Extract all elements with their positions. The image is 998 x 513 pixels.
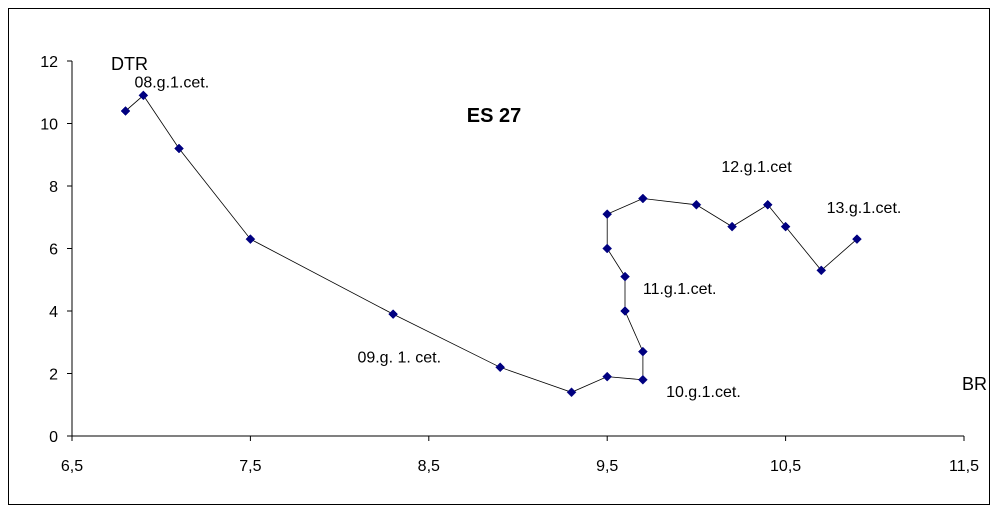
data-point <box>728 222 737 231</box>
annotation-label: 11.g.1.cet. <box>643 281 717 298</box>
x-tick-label: 10,5 <box>770 458 801 475</box>
data-point <box>692 200 701 209</box>
series-line-group <box>126 95 858 392</box>
data-point <box>638 375 647 384</box>
y-tick-label: 12 <box>40 54 58 71</box>
data-point <box>603 210 612 219</box>
x-tick-label: 6,5 <box>61 458 83 475</box>
annotation-label: 12.g.1.cet <box>721 159 792 176</box>
data-point <box>638 194 647 203</box>
data-point <box>567 388 576 397</box>
y-tick-label: 4 <box>49 304 58 321</box>
data-point <box>621 272 630 281</box>
x-tick-label: 9,5 <box>596 458 618 475</box>
data-point <box>389 310 398 319</box>
data-point <box>603 372 612 381</box>
y-tick-label: 0 <box>49 429 58 446</box>
data-point <box>638 347 647 356</box>
annotation-label: 09.g. 1. cet. <box>357 350 441 367</box>
y-tick-label: 8 <box>49 179 58 196</box>
y-tick-label: 2 <box>49 367 58 384</box>
x-tick-label: 8,5 <box>418 458 440 475</box>
x-tick-label: 7,5 <box>239 458 261 475</box>
y-tick-label: 6 <box>49 242 58 259</box>
data-point <box>175 144 184 153</box>
data-point <box>246 235 255 244</box>
annotation-label: 10.g.1.cet. <box>666 384 741 401</box>
data-point <box>781 222 790 231</box>
data-points <box>121 91 861 397</box>
x-axis-title: BR <box>962 374 987 394</box>
chart-title: ES 27 <box>467 105 521 127</box>
data-point <box>603 244 612 253</box>
series-line <box>126 95 858 392</box>
x-tick-label: 11,5 <box>949 458 979 475</box>
data-point <box>621 307 630 316</box>
annotation-label: 13.g.1.cet. <box>827 200 902 217</box>
data-point <box>763 200 772 209</box>
annotation-label: 08.g.1.cet. <box>134 75 209 92</box>
data-point <box>496 363 505 372</box>
y-axis-title: DTR <box>111 54 148 74</box>
y-tick-label: 10 <box>40 117 58 134</box>
